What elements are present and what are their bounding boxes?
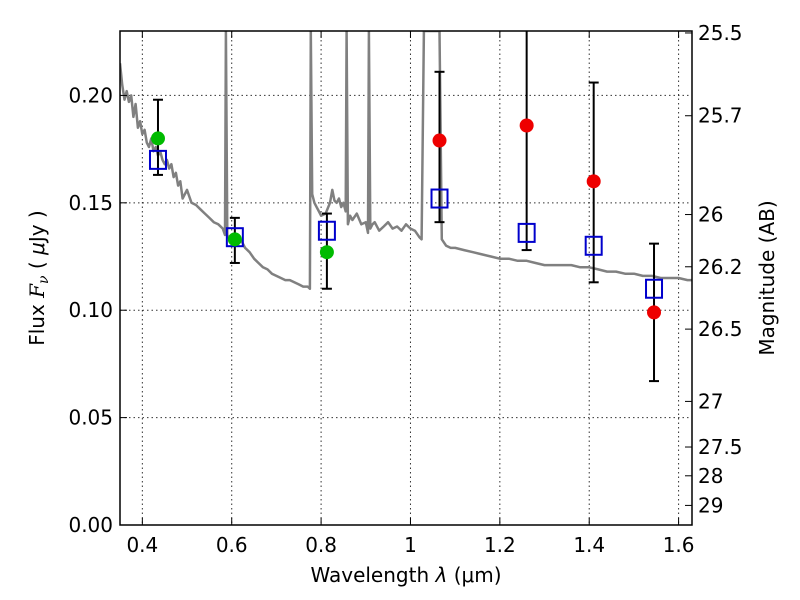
- y-axis-label: Flux Fν ( μJy ): [25, 210, 52, 346]
- y-tick-label: 0.05: [68, 406, 113, 430]
- model-square-marker: [584, 235, 603, 256]
- y2-tick-label: 26: [698, 203, 723, 227]
- x-tick-label: 0.6: [216, 533, 248, 557]
- axes-frame: [119, 30, 693, 526]
- y-tick-label: 0.00: [68, 513, 113, 537]
- y2-tick-label: 26.2: [698, 255, 743, 279]
- y2-tick-label: 25.7: [698, 104, 743, 128]
- y2-tick-label: 25.5: [698, 21, 743, 45]
- model-square-marker: [645, 278, 664, 299]
- model-square-marker: [317, 220, 336, 241]
- spectrum-line: [120, 31, 692, 290]
- observed-nir-marker: [432, 133, 447, 148]
- x-tick-label: 0.8: [305, 533, 337, 557]
- observed-optical-marker: [227, 232, 242, 247]
- y2-tick-label: 26.5: [698, 317, 743, 341]
- observed-nir-marker: [647, 305, 662, 320]
- y2-tick-label: 29: [698, 493, 723, 517]
- model-square-marker: [430, 188, 449, 209]
- x-tick-label: 1.2: [484, 533, 516, 557]
- ticks: 0.4 0.6 0.8 1 1.2 1.4 1.6 0.00 0.05 0.10 0.15 0.20 2…: [68, 21, 742, 557]
- observed-optical-marker: [150, 131, 165, 146]
- data-points: [148, 31, 664, 383]
- observed-nir-marker: [519, 118, 534, 133]
- x-tick-label: 1.4: [573, 533, 605, 557]
- x-axis-label: Wavelength λ (μm): [310, 563, 501, 587]
- x-tick-label: 0.4: [126, 533, 158, 557]
- y2-tick-label: 27: [698, 389, 723, 413]
- x-tick-label: 1.6: [663, 533, 695, 557]
- y-tick-label: 0.15: [68, 191, 113, 215]
- observed-optical-marker: [319, 245, 334, 260]
- x-tick-label: 1: [404, 533, 417, 557]
- model-square-marker: [517, 222, 536, 243]
- observed-nir-marker: [586, 174, 601, 189]
- y-tick-label: 0.10: [68, 298, 113, 322]
- plot-area: [120, 31, 692, 290]
- model-square-marker: [148, 149, 167, 170]
- y2-tick-label: 28: [698, 464, 723, 488]
- y2-tick-label: 27.5: [698, 435, 743, 459]
- y-tick-label: 0.20: [68, 83, 113, 107]
- y2-axis-label: Magnitude (AB): [755, 200, 779, 355]
